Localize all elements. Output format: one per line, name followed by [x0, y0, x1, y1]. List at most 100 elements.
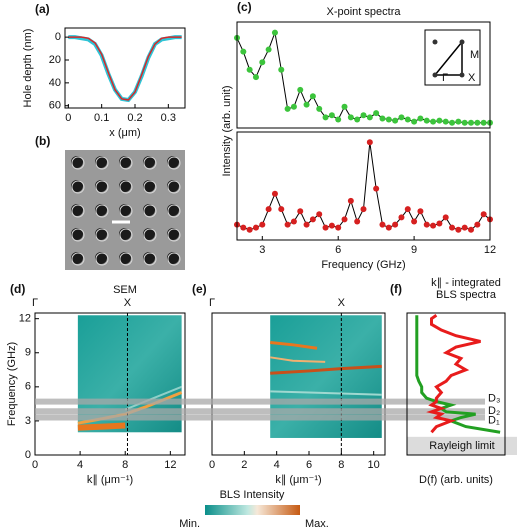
- x-tick-label: 2: [241, 459, 247, 471]
- data-point: [404, 116, 411, 123]
- colorbar-max: Max.: [305, 518, 329, 530]
- colorbar-title: BLS Intensity: [220, 489, 285, 501]
- x-axis-label: x (μm): [109, 127, 140, 139]
- data-point: [240, 224, 247, 231]
- y-axis-label: Intensity (arb. unit): [221, 85, 233, 176]
- colorbar: BLS Intensity Min. Max.: [179, 489, 329, 530]
- y-axis-label: Frequency (GHz): [6, 342, 18, 426]
- data-point: [297, 86, 304, 93]
- data-point: [246, 226, 253, 233]
- y-tick-label: 20: [49, 54, 61, 66]
- brillouin-path: [433, 39, 463, 76]
- data-point: [379, 221, 386, 228]
- data-point: [271, 29, 278, 36]
- data-point: [411, 218, 418, 225]
- data-point: [309, 216, 316, 223]
- dispersion-branch: [270, 356, 326, 363]
- symmetry-point: Γ: [209, 297, 215, 309]
- rayleigh-region: [407, 436, 517, 455]
- data-point: [436, 117, 443, 124]
- sem-panel: (b) SEM: [35, 134, 185, 296]
- data-point: [373, 185, 380, 192]
- data-point: [455, 226, 462, 233]
- x-tick-label: 6: [306, 459, 312, 471]
- series-line: [236, 142, 491, 231]
- data-point: [316, 211, 323, 218]
- x-axis-label: k∥ (μm⁻¹): [275, 474, 321, 486]
- dispersion-branch: [270, 390, 382, 396]
- x-tick-label: 0.2: [127, 112, 142, 124]
- data-point: [461, 119, 468, 126]
- panel-label: (c): [237, 0, 252, 14]
- sem-image: [65, 150, 185, 270]
- y-tick-label: 6: [25, 381, 31, 393]
- rayleigh-label: Rayleigh limit: [429, 440, 494, 452]
- data-point: [468, 119, 475, 126]
- data-point: [442, 214, 449, 221]
- x-tick-label: 10: [368, 459, 380, 471]
- inset-dot: [432, 72, 438, 78]
- x-tick-label: 0: [32, 459, 38, 471]
- y-tick-label: 40: [49, 77, 61, 89]
- data-point: [354, 218, 361, 225]
- x-tick-label: 8: [122, 459, 128, 471]
- chart-title: k∥ - integrated: [431, 277, 501, 289]
- inset-dot: [432, 39, 438, 45]
- data-point: [379, 115, 386, 122]
- data-point: [354, 116, 361, 123]
- panel-label: (e): [192, 282, 207, 296]
- data-point: [246, 66, 253, 73]
- x-tick-label: 3: [259, 244, 265, 256]
- data-point: [480, 119, 487, 126]
- x-tick-label: 4: [77, 459, 83, 471]
- data-point: [474, 221, 481, 228]
- data-point: [316, 105, 323, 112]
- symmetry-point: X: [124, 297, 132, 309]
- data-point: [284, 105, 291, 112]
- data-point: [449, 119, 456, 126]
- x-tick-label: 12: [484, 244, 496, 256]
- x-tick-label: 4: [274, 459, 280, 471]
- axes-frame: [64, 27, 186, 109]
- axes-frame: [236, 21, 491, 129]
- band-label: D₂: [488, 405, 500, 417]
- data-point: [240, 48, 247, 55]
- data-point: [417, 115, 424, 122]
- data-point: [284, 221, 291, 228]
- data-point: [335, 224, 342, 231]
- data-point: [259, 59, 266, 66]
- data-point: [347, 114, 354, 121]
- data-point: [328, 222, 335, 229]
- y-tick-label: 9: [25, 347, 31, 359]
- y-tick-label: 3: [25, 415, 31, 427]
- data-point: [430, 118, 437, 125]
- panel-label: (f): [390, 282, 402, 296]
- data-point: [366, 114, 373, 121]
- data-point: [278, 66, 285, 73]
- data-point: [385, 116, 392, 123]
- series-line: [68, 36, 182, 101]
- mode-band: [35, 398, 485, 405]
- data-point: [423, 221, 430, 228]
- data-point: [290, 103, 297, 110]
- axes-frame: [211, 312, 386, 456]
- data-point: [411, 118, 418, 125]
- data-point: [303, 101, 310, 108]
- y-tick-label: 60: [49, 100, 61, 112]
- inset-label: Γ: [442, 72, 448, 84]
- data-point: [366, 139, 373, 146]
- data-point: [398, 114, 405, 121]
- data-point: [455, 118, 462, 125]
- data-point: [328, 112, 335, 119]
- data-point: [373, 110, 380, 117]
- x-axis-label: k∥ (μm⁻¹): [87, 474, 133, 486]
- x-tick-label: 0.3: [161, 112, 176, 124]
- colorbar-gradient: [205, 505, 300, 515]
- data-point: [398, 214, 405, 221]
- panel-label: (a): [35, 2, 50, 16]
- inset-label: X: [468, 72, 476, 84]
- x-tick-label: 0: [65, 112, 71, 124]
- y-axis-label: Hole depth (nm): [22, 29, 34, 108]
- x-tick-label: 0: [209, 459, 215, 471]
